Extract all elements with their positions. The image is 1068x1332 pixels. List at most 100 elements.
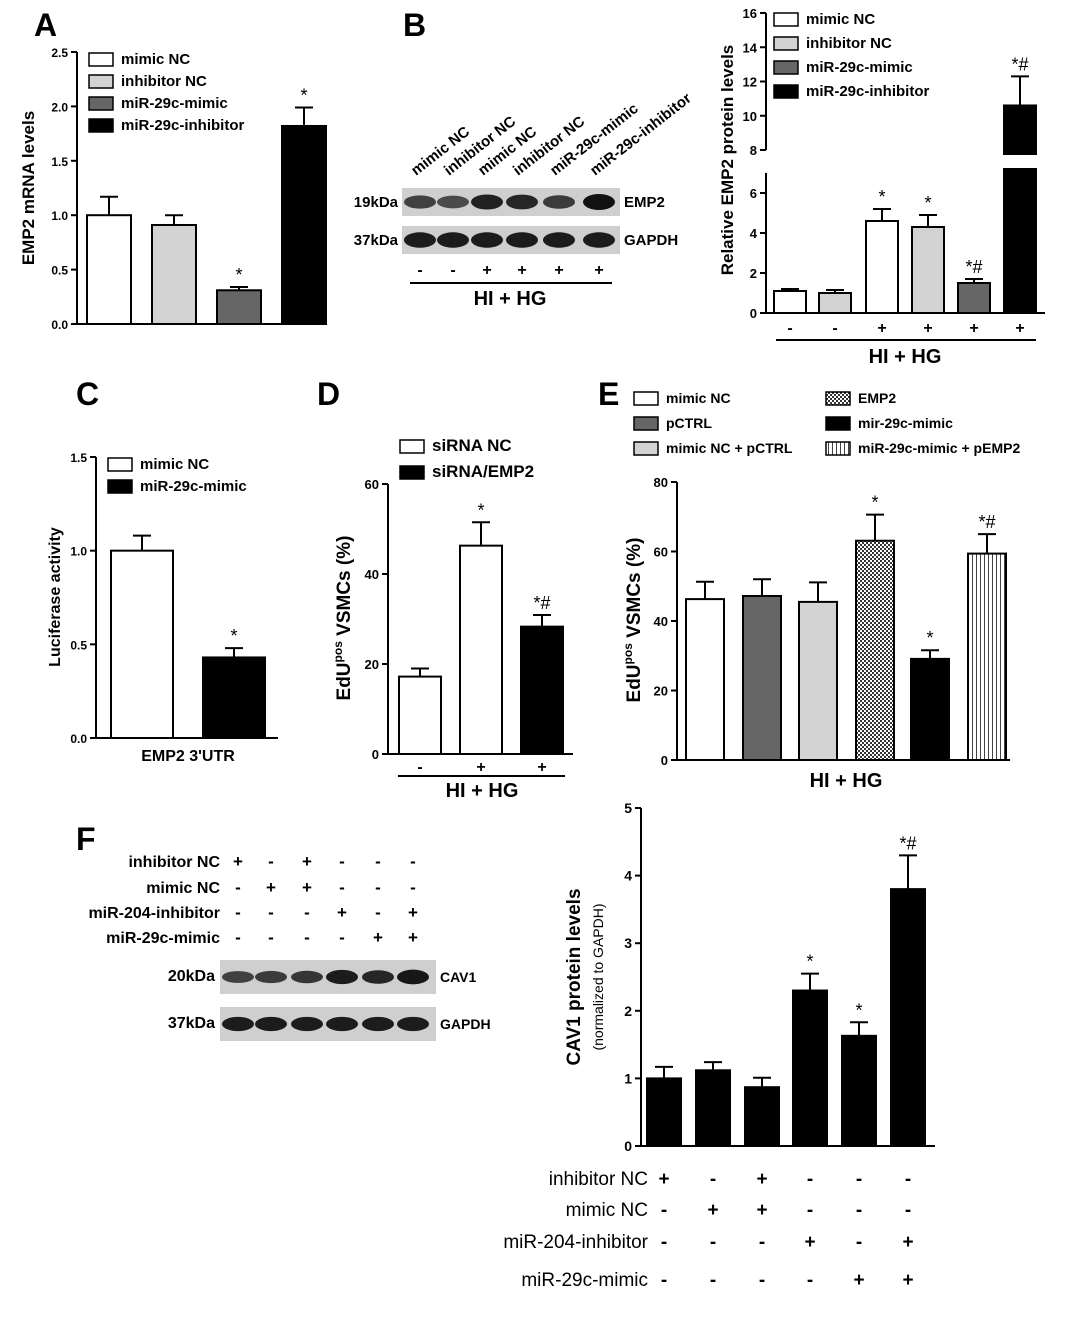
blot-b-condition-2: + xyxy=(482,262,491,279)
x-condition-b-0: - xyxy=(787,320,792,337)
y-tick-label-d-0: 0 xyxy=(372,747,379,762)
legend-b-3-label: miR-29c-inhibitor xyxy=(806,83,930,100)
blot-f-mw-0: 20kDa xyxy=(168,968,215,985)
blot-b-condition-0: - xyxy=(417,262,422,279)
bar-f-4 xyxy=(841,1034,877,1148)
bar-f-0 xyxy=(646,1077,682,1148)
panel-e-chart: 0 20 40 60 80 EdUpos VSMCs (%) * * *# HI + HG mimi… xyxy=(621,390,1020,792)
bar-e-4 xyxy=(910,657,950,761)
y-tick-label-c-1: 0.5 xyxy=(70,638,87,652)
panel-label-C: C xyxy=(76,376,99,412)
y-axis-label-c: Luciferase activity xyxy=(47,527,64,667)
blot-b-condition-5: + xyxy=(594,262,603,279)
x-condition-f-sign-0-1: - xyxy=(710,1169,716,1190)
bar-a-0 xyxy=(86,214,132,325)
legend-a-0-label: mimic NC xyxy=(121,51,190,68)
blot-b-protein-0: EMP2 xyxy=(624,194,665,211)
y-axis-label-b: Relative EMP2 protein levels xyxy=(718,45,737,276)
y-tick-label-f-4: 4 xyxy=(624,868,632,884)
significance-a-2: * xyxy=(235,265,242,285)
y-tick-label-f-3: 3 xyxy=(624,935,632,951)
blot-f-sign-2-5: + xyxy=(408,903,418,922)
bar-e-5 xyxy=(967,552,1007,762)
blot-f-band-1-3 xyxy=(326,1016,358,1032)
blot-f-sign-0-2: + xyxy=(302,852,312,871)
significance-b-4: *# xyxy=(965,257,982,277)
blot-b-band-0-4 xyxy=(543,195,575,209)
x-axis-label-b: HI + HG xyxy=(869,346,942,368)
y-tick-label-e-4: 80 xyxy=(654,475,668,490)
significance-e-3: * xyxy=(871,493,878,513)
bar-b-3 xyxy=(911,226,945,314)
y-tick-label-b-upper-0: 8 xyxy=(750,143,757,158)
significance-e-4: * xyxy=(926,628,933,648)
legend-b-0-swatch xyxy=(773,12,799,27)
significance-b-3: * xyxy=(924,193,931,213)
bar-e-2 xyxy=(798,600,838,762)
blot-f-sign-0-3: - xyxy=(339,852,345,871)
blot-b-condition-3: + xyxy=(517,262,526,279)
blot-f-sign-1-1: + xyxy=(266,878,276,897)
y-tick-label-b-upper-1: 10 xyxy=(743,109,757,124)
legend-e-3-swatch xyxy=(825,391,851,406)
x-condition-d-2: + xyxy=(537,759,546,776)
legend-b-2-label: miR-29c-mimic xyxy=(806,59,913,76)
bar-b-0 xyxy=(773,290,807,314)
bar-a-3 xyxy=(281,124,327,326)
bar-c-0 xyxy=(110,549,174,740)
bar-e-0 xyxy=(685,598,725,761)
legend-b-0-label: mimic NC xyxy=(806,11,875,28)
x-condition-f-sign-0-5: - xyxy=(905,1169,911,1190)
blot-f-sign-0-0: + xyxy=(233,852,243,871)
panel-f-blot: inhibitor NC + - + - - -mimic NC - + + - - -miR-204-… xyxy=(88,852,491,1041)
y-tick-label-b-upper-4: 16 xyxy=(743,6,757,21)
blot-f-sign-0-4: - xyxy=(375,852,381,871)
legend-c-1-label: miR-29c-mimic xyxy=(140,478,247,495)
bar-c-1 xyxy=(202,656,266,739)
blot-f-sign-3-4: + xyxy=(373,928,383,947)
legend-e-1-swatch xyxy=(633,416,659,431)
x-condition-f-label-1: mimic NC xyxy=(566,1200,648,1221)
blot-b-band-1-4 xyxy=(543,232,575,248)
y-tick-label-f-1: 1 xyxy=(624,1070,632,1086)
bar-f-1 xyxy=(695,1069,731,1147)
bar-b-5 xyxy=(1003,104,1037,314)
x-condition-d-0: - xyxy=(417,759,422,776)
blot-f-band-1-1 xyxy=(255,1016,287,1032)
x-condition-f-sign-2-3: + xyxy=(804,1232,815,1253)
x-condition-d-1: + xyxy=(476,759,485,776)
x-condition-f-sign-0-4: - xyxy=(856,1169,862,1190)
x-condition-f-sign-3-5: + xyxy=(902,1270,913,1291)
significance-b-5: *# xyxy=(1011,54,1028,74)
blot-f-sign-0-5: - xyxy=(410,852,416,871)
x-condition-f-label-2: miR-204-inhibitor xyxy=(503,1232,648,1253)
blot-b-hi-hg-label: HI + HG xyxy=(474,288,547,310)
blot-f-sign-1-0: - xyxy=(235,878,241,897)
y-tick-label-a-1: 0.5 xyxy=(51,264,68,278)
y-tick-label-e-3: 60 xyxy=(654,545,668,560)
x-condition-f-label-3: miR-29c-mimic xyxy=(521,1270,648,1291)
blot-b-mw-0: 19kDa xyxy=(354,194,399,211)
x-condition-b-3: + xyxy=(923,320,932,337)
legend-b-2-swatch xyxy=(773,60,799,75)
blot-f-sign-1-2: + xyxy=(302,878,312,897)
blot-f-sign-3-3: - xyxy=(339,928,345,947)
blot-b-protein-1: GAPDH xyxy=(624,232,678,249)
blot-b-band-1-2 xyxy=(471,232,503,248)
y-tick-label-b-lower-1: 2 xyxy=(750,266,757,281)
x-axis-label-d: HI + HG xyxy=(446,780,519,802)
significance-a-3: * xyxy=(300,85,307,105)
y-tick-label-e-1: 20 xyxy=(654,684,668,699)
panel-label-A: A xyxy=(34,7,57,43)
legend-a-3-label: miR-29c-inhibitor xyxy=(121,117,245,134)
blot-b-band-0-5 xyxy=(583,194,615,210)
x-condition-f-sign-1-5: - xyxy=(905,1200,911,1221)
legend-a-0-swatch xyxy=(88,52,114,67)
y-tick-label-d-1: 20 xyxy=(365,657,379,672)
blot-f-sign-2-4: - xyxy=(375,903,381,922)
x-condition-f-sign-1-1: + xyxy=(707,1200,718,1221)
x-condition-f-sign-3-2: - xyxy=(759,1270,765,1291)
x-condition-f-sign-2-2: - xyxy=(759,1232,765,1253)
y-axis-label-e: EdUpos VSMCs (%) xyxy=(621,538,645,703)
y-axis-label-f: CAV1 protein levels xyxy=(564,888,585,1065)
